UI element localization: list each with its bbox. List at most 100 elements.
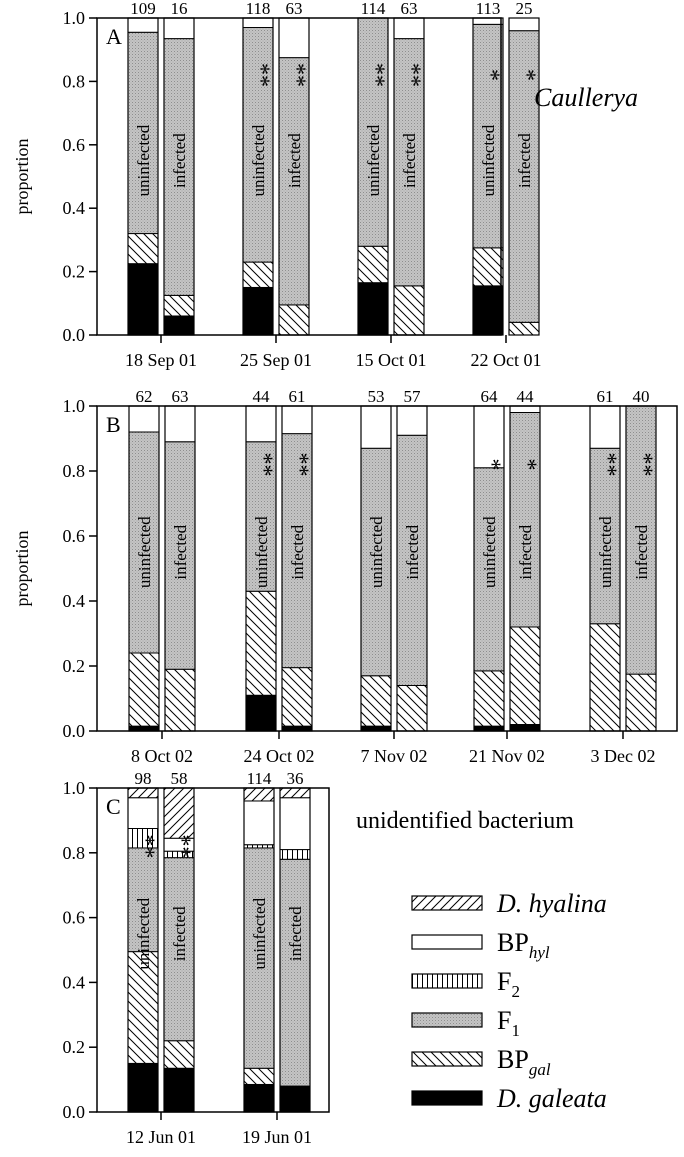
sample-size-label: 118 xyxy=(246,0,271,18)
bar-label: uninfected xyxy=(135,516,154,588)
segment-f1 xyxy=(589,447,621,625)
bar-b-3: 61 infected ** xyxy=(281,387,322,732)
bar-label: infected xyxy=(286,906,305,961)
legend-swatch xyxy=(411,973,483,989)
segment-bp-gal xyxy=(393,285,425,336)
bar-a-3: 63 infected ** xyxy=(278,0,318,336)
segment-bp-gal xyxy=(589,623,621,732)
sample-size-label: 40 xyxy=(633,387,650,406)
legend-label: BPhyl xyxy=(497,928,550,962)
segment-bp-gal xyxy=(509,626,541,725)
segment-bp-hyl xyxy=(360,405,392,449)
segment-bp-gal xyxy=(278,304,310,336)
bar-a-1: 16 infected xyxy=(163,0,195,336)
segment-f1 xyxy=(127,31,159,235)
x-tick-label: 24 Oct 02 xyxy=(244,746,315,766)
bar-label: infected xyxy=(170,133,189,188)
bar-b-2: 44 uninfected ** xyxy=(245,387,286,732)
segment-d-galeata xyxy=(163,1067,195,1113)
bar-label: uninfected xyxy=(364,124,383,196)
segment-bp-gal xyxy=(242,261,274,288)
x-tick-label: 22 Oct 01 xyxy=(471,350,542,370)
sample-size-label: 53 xyxy=(368,387,385,406)
legend-item-bp-hyl: BPhyl xyxy=(411,928,550,962)
segment-d-galeata xyxy=(127,1062,159,1113)
legend-swatch xyxy=(411,1012,483,1028)
x-tick-label: 7 Nov 02 xyxy=(361,746,428,766)
significance-stars: ** xyxy=(640,453,666,477)
segment-f1 xyxy=(473,467,505,672)
legend-label: BPgal xyxy=(497,1045,551,1079)
bar-label: infected xyxy=(632,524,651,579)
segment-bp-gal xyxy=(163,1040,195,1069)
segment-bp-hyl xyxy=(393,17,425,40)
bar-c-0: 98 uninfected ** xyxy=(127,769,167,1113)
bar-label: infected xyxy=(515,133,534,188)
legend-label: F1 xyxy=(497,1006,520,1040)
sample-size-label: 114 xyxy=(247,769,272,788)
plot-frame xyxy=(96,405,678,732)
sample-size-label: 114 xyxy=(361,0,386,18)
segment-bp-gal xyxy=(508,321,540,336)
significance-stars: ** xyxy=(260,453,286,477)
segment-d-galeata xyxy=(357,282,389,336)
segment-f2 xyxy=(279,849,311,860)
x-tick-label: 15 Oct 01 xyxy=(356,350,427,370)
legend-item-bp-gal: BPgal xyxy=(411,1045,551,1079)
bar-label: infected xyxy=(288,524,307,579)
bar-label: uninfected xyxy=(250,897,269,969)
bar-label: uninfected xyxy=(480,516,499,588)
bar-c-1: 58 infected ** xyxy=(163,769,203,1113)
segment-bp-hyl xyxy=(279,797,311,851)
sample-size-label: 63 xyxy=(172,387,189,406)
sample-size-label: 16 xyxy=(171,0,188,18)
bar-label: infected xyxy=(516,524,535,579)
sample-size-label: 98 xyxy=(135,769,152,788)
significance-stars: ** xyxy=(604,453,630,477)
y-axis-label: proportion xyxy=(12,139,32,215)
segment-d-hyalina xyxy=(163,787,195,839)
y-tick-label: 1.0 xyxy=(63,8,86,28)
segment-bp-hyl xyxy=(473,405,505,469)
y-axis-label: proportion xyxy=(12,531,32,607)
segment-bp-hyl xyxy=(163,17,195,40)
sample-size-label: 44 xyxy=(253,387,271,406)
bar-c-3: 36 infected xyxy=(279,769,311,1113)
significance-stars: * xyxy=(488,459,514,471)
bar-label: uninfected xyxy=(249,124,268,196)
segment-d-hyalina xyxy=(127,787,159,799)
segment-bp-gal xyxy=(357,245,389,284)
legend-item-d-galeata: D. galeata xyxy=(411,1084,607,1113)
segment-d-hyalina xyxy=(279,787,311,799)
significance-stars: ** xyxy=(292,63,318,87)
bar-b-8: 61 uninfected ** xyxy=(589,387,630,732)
legend-label: D. hyalina xyxy=(496,889,607,918)
x-tick-label: 12 Jun 01 xyxy=(126,1127,196,1147)
segment-bp-gal xyxy=(281,667,313,727)
bar-c-2: 114 uninfected xyxy=(243,769,275,1113)
y-tick-label: 0.8 xyxy=(63,461,86,481)
segment-d-galeata xyxy=(245,694,277,732)
panel-title: Caullerya xyxy=(534,83,638,112)
legend-item-f1: F1 xyxy=(411,1006,520,1040)
significance-stars: ** xyxy=(256,63,282,87)
bar-b-1: 63 infected xyxy=(164,387,196,732)
sample-size-label: 113 xyxy=(476,0,501,18)
segment-bp-gal xyxy=(243,1067,275,1085)
legend-swatch xyxy=(411,895,483,911)
panel-title: unidentified bacterium xyxy=(356,808,574,834)
y-tick-label: 0.4 xyxy=(63,591,86,611)
segment-bp-hyl xyxy=(278,17,310,59)
segment-bp-hyl xyxy=(127,17,159,33)
bar-label: uninfected xyxy=(367,516,386,588)
y-tick-label: 0.6 xyxy=(63,908,86,928)
y-tick-label: 0.8 xyxy=(63,843,86,863)
segment-bp-hyl xyxy=(245,405,277,443)
segment-bp-gal xyxy=(128,652,160,727)
legend-swatch xyxy=(411,934,483,950)
bar-label: infected xyxy=(170,906,189,961)
significance-stars: ** xyxy=(407,63,433,87)
segment-bp-hyl xyxy=(243,800,275,846)
y-tick-label: 0.2 xyxy=(63,262,86,282)
segment-f1 xyxy=(281,433,313,669)
